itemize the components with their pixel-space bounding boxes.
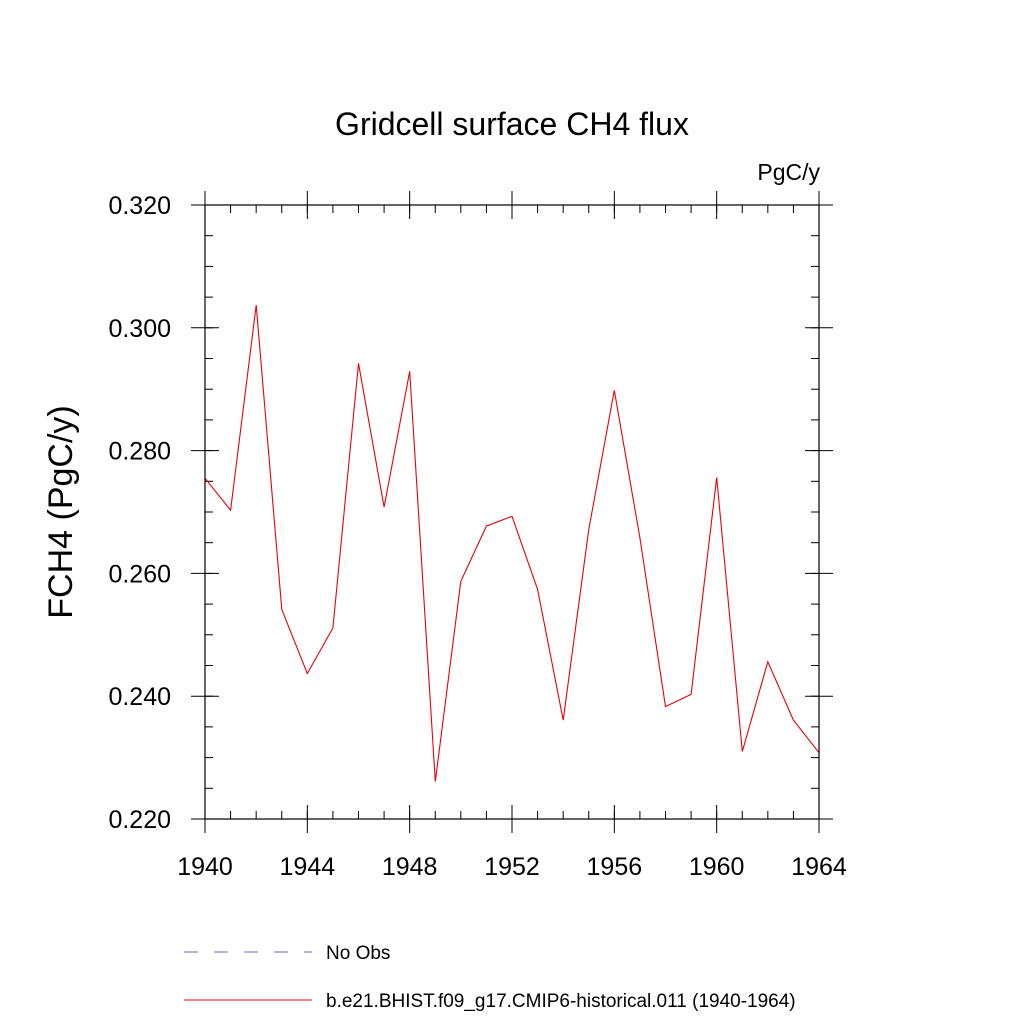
legend-label: b.e21.BHIST.f09_g17.CMIP6-historical.011… <box>326 991 796 1012</box>
y-tick-label: 0.260 <box>108 560 171 588</box>
x-tick-label: 1964 <box>791 853 847 881</box>
legend-label: No Obs <box>326 943 390 964</box>
plot-frame <box>204 204 820 820</box>
axis-ticks <box>191 191 833 833</box>
x-tick-label: 1948 <box>382 853 438 881</box>
chart-title: Gridcell surface CH4 flux <box>335 106 689 142</box>
y-tick-label: 0.320 <box>108 192 171 220</box>
legend: No Obs b.e21.BHIST.f09_g17.CMIP6-historic… <box>184 943 796 1012</box>
y-tick-labels: 0.220 0.240 0.260 0.280 0.300 0.320 <box>108 192 171 834</box>
series-line <box>204 305 820 782</box>
x-tick-label: 1960 <box>689 853 745 881</box>
y-tick-label: 0.240 <box>108 683 171 711</box>
x-tick-label: 1952 <box>484 853 540 881</box>
y-tick-label: 0.220 <box>108 806 171 834</box>
series-layer <box>204 305 820 782</box>
x-tick-label: 1940 <box>177 853 233 881</box>
y-tick-label: 0.300 <box>108 315 171 343</box>
x-tick-label: 1944 <box>280 853 336 881</box>
x-tick-labels: 1940 1944 1948 1952 1956 1960 1964 <box>177 853 847 881</box>
x-tick-label: 1956 <box>587 853 643 881</box>
y-tick-label: 0.280 <box>108 438 171 466</box>
y-axis-label: FCH4 (PgC/y) <box>42 405 80 618</box>
units-label: PgC/y <box>757 159 820 185</box>
